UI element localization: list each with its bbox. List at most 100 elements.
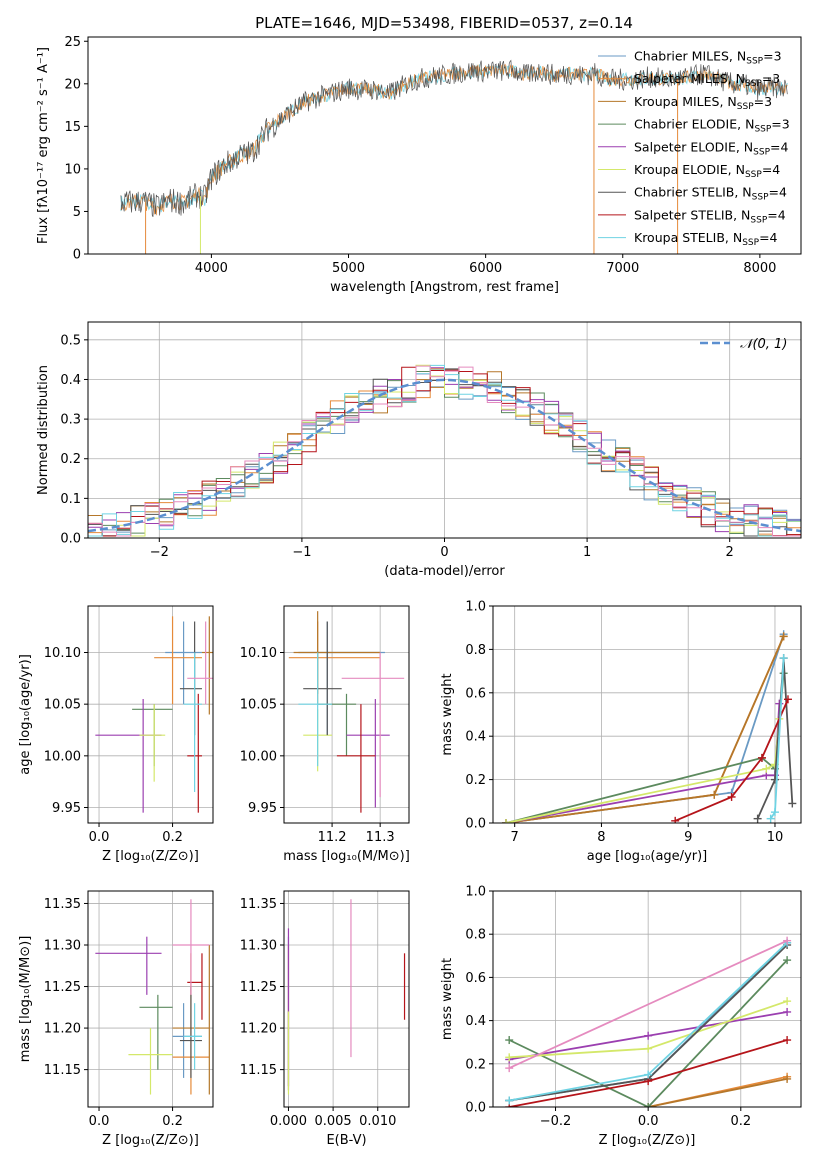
tick-label-y: 10.10 [240,646,277,661]
tick-label-y: 0.6 [465,686,486,701]
data-area [505,936,792,1107]
tick-label-y: 0.5 [60,333,81,348]
axis-label-y: age [log₁₀(age/yr)] [18,654,33,775]
tick-label-x: 0.010 [359,1114,396,1129]
series-line [648,1078,788,1107]
tick-label-y: 0.4 [60,373,81,388]
axes-frame [492,605,802,824]
data-area [502,630,797,823]
tick-label-x: 0.2 [162,1114,183,1129]
panel-age-vs-Z: 0.0 0.2 9.95 10.00 10.05 10.10 Z [log₁₀(Z/Z⊙)]… [18,605,214,864]
data-area [287,899,406,1095]
tick-label-y: 11.15 [44,1063,81,1078]
tick-label-y: 1.0 [465,885,486,900]
legend-label: Salpeter ELODIE, NSSP=4 [634,139,789,157]
tick-label-x: 0.005 [314,1114,351,1129]
tick-label-x: 0.2 [730,1114,751,1129]
tick-label-y: 11.35 [240,897,277,912]
tick-label-x: −0.2 [540,1114,572,1129]
series-line [508,939,788,1069]
axis-label-x: Z [log₁₀(Z/Z⊙)] [102,849,199,864]
tick-label-x: 0.0 [638,1114,659,1129]
tick-label-y: 11.20 [44,1022,81,1037]
tick-label-x: 7000 [606,261,639,276]
data-area [95,899,210,1095]
legend-label: Kroupa STELIB, NSSP=4 [634,230,778,248]
tick-label-y: 0.6 [465,971,486,986]
tick-label-x: 8 [597,830,605,845]
axis-label-y: mass weight [440,958,455,1040]
tick-label-x: 7 [511,830,519,845]
data-area [95,616,213,813]
chart-layer: 4000 5000 6000 7000 80000510152025wavelength… [18,35,802,1148]
legend-label: Chabrier MILES, NSSP=3 [634,49,782,67]
tick-label-y: 0.1 [60,492,81,507]
data-area [120,59,788,254]
legend-gauss-label: 𝒩(0, 1) [740,337,787,352]
panel-mass-vs-EBV: 0.000 0.005 0.010 11.15 11.20 11.25 11.30 11.35… [240,890,410,1148]
gaussian-curve [88,378,801,533]
axes-frame [87,605,214,824]
legend-label: Chabrier ELODIE, NSSP=3 [634,117,790,135]
tick-label-y: 9.95 [248,801,277,816]
legend-label: Kroupa MILES, NSSP=3 [634,94,772,112]
tick-label-y: 20 [64,77,81,92]
tick-label-y: 0.2 [465,1057,486,1072]
spectrum-line [120,63,788,216]
axes-frame [492,890,802,1108]
histogram-step [88,365,801,537]
tick-label-y: 0 [73,248,81,263]
panel-mass-weight-vs-Z: −0.2 0.0 0.2 0.0 0.2 0.4 0.6 0.8 1.0 Z [log₁₀(Z/Z… [440,885,802,1148]
tick-label-x: 0.2 [162,830,183,845]
tick-label-y: 1.0 [465,600,486,615]
tick-label-y: 11.15 [240,1063,277,1078]
axis-label-x: mass [log₁₀(M/M⊙)] [283,849,410,864]
axis-label-x: Z [log₁₀(Z/Z⊙)] [102,1133,199,1148]
tick-label-x: 0.0 [89,830,110,845]
axis-label-y: Normed distribution [36,365,51,495]
tick-label-x: 11.2 [318,830,347,845]
tick-label-y: 11.30 [240,939,277,954]
histogram-step [88,364,801,537]
tick-label-y: 10.05 [240,698,277,713]
tick-label-y: 0.8 [465,643,486,658]
axis-label-x: Z [log₁₀(Z/Z⊙)] [599,1133,696,1148]
tick-label-y: 0.2 [465,773,486,788]
tick-label-x: 0.0 [89,1114,110,1129]
tick-label-x: 6000 [469,261,502,276]
legend-label: Salpeter MILES, NSSP=3 [634,71,780,89]
tick-label-y: 10 [64,162,81,177]
tick-label-y: 0.2 [60,452,81,467]
data-area [88,364,801,537]
data-area [288,611,405,813]
tick-label-x: 11.3 [366,830,395,845]
histogram-step [88,364,801,537]
axes-frame [87,36,802,255]
tick-label-x: −2 [150,545,169,560]
tick-label-y: 9.95 [52,801,81,816]
axes-frame [87,890,214,1108]
axis-label-x: age [log₁₀(age/yr)] [587,849,708,864]
tick-label-y: 0.0 [60,532,81,547]
tick-label-y: 11.30 [44,939,81,954]
panel-mass-vs-Z: 0.0 0.2 11.15 11.20 11.25 11.30 11.35 Z [log₁₀(… [18,890,214,1148]
tick-label-y: 10.05 [44,698,81,713]
tick-label-y: 11.25 [44,980,81,995]
tick-label-y: 0.8 [465,928,486,943]
axis-label-y: mass [log₁₀(M/M⊙)] [18,936,33,1063]
panel-age-vs-mass: 11.2 11.3 9.95 10.00 10.05 10.10 mass [log₁₀(M… [240,605,410,864]
tick-label-y: 25 [64,35,81,50]
tick-label-y: 0.3 [60,413,81,428]
tick-label-x: 9 [684,830,692,845]
panel-residuals: 𝒩(0, 1) −2 −1 0 1 2 0.0 0.1 0.2 0.3 0.4 0.5 (data-mo… [36,321,802,579]
legend-label: Salpeter STELIB, NSSP=4 [634,207,786,225]
tick-label-x: 0 [440,545,448,560]
series-line [505,673,785,823]
tick-label-y: 0.4 [465,1014,486,1029]
tick-label-y: 10.10 [44,646,81,661]
tick-label-y: 0.4 [465,730,486,745]
legend-label: Chabrier STELIB, NSSP=4 [634,185,787,203]
series-line [508,959,788,1107]
figure-title: PLATE=1646, MJD=53498, FIBERID=0537, z=0… [255,14,633,32]
panel-spectrum: 4000 5000 6000 7000 8000 0 5 10 15 20 25 wavelength… [36,35,802,295]
